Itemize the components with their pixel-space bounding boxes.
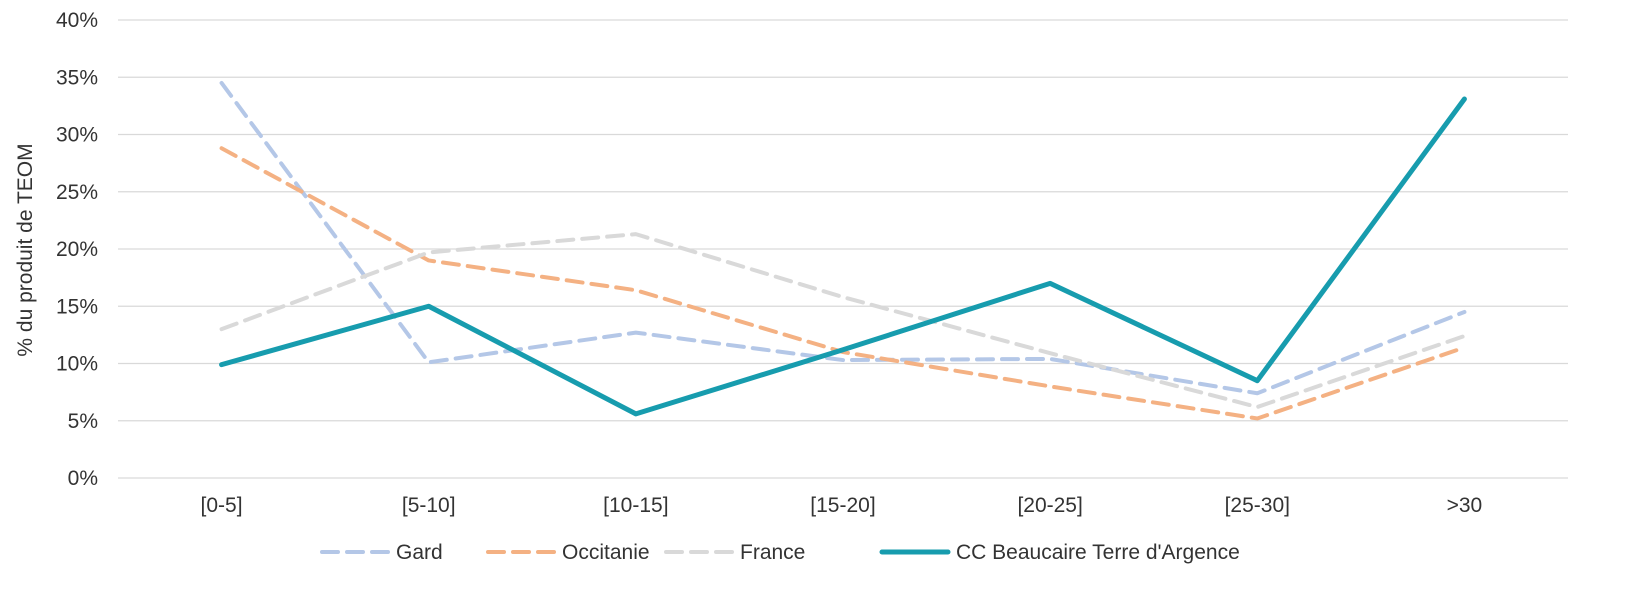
legend-item-occitanie: Occitanie: [486, 541, 650, 564]
series-line-cc-beaucaire-terre-d-argence: [219, 96, 1467, 417]
series-line-gard: [219, 80, 1467, 396]
series-line-france: [219, 232, 1467, 410]
x-axis-ticks: [0-5] [5-10] [10-15] [15-20] [20-25] [25-30] >…: [201, 494, 1483, 517]
y-tick-label: 15%: [56, 295, 98, 318]
y-tick-label: 25%: [56, 181, 98, 204]
legend-label: Gard: [396, 541, 443, 564]
y-tick-label: 30%: [56, 124, 98, 147]
x-tick-label: >30: [1447, 494, 1483, 517]
x-tick-label: [25-30]: [1225, 494, 1290, 517]
legend-label: France: [740, 541, 805, 564]
legend-item-cc-beaucaire-terre-d-argence: CC Beaucaire Terre d'Argence: [879, 541, 1240, 564]
legend-label: CC Beaucaire Terre d'Argence: [956, 541, 1240, 564]
series-line-occitanie: [219, 146, 1467, 421]
legend-item-gard: Gard: [320, 541, 443, 564]
legend-label: Occitanie: [562, 541, 650, 564]
y-tick-label: 35%: [56, 66, 98, 89]
y-axis-ticks: 0% 5% 10% 15% 20% 25% 30% 35% 40%: [56, 9, 98, 490]
legend: Gard Occitanie France CC Beaucaire Terre d'…: [320, 541, 1240, 564]
y-tick-label: 10%: [56, 353, 98, 376]
x-tick-label: [5-10]: [402, 494, 456, 517]
x-tick-label: [15-20]: [810, 494, 875, 517]
x-tick-label: [20-25]: [1017, 494, 1082, 517]
y-axis-title: % du produit de TEOM: [14, 143, 37, 356]
x-tick-label: [10-15]: [603, 494, 668, 517]
y-tick-label: 0%: [68, 467, 98, 490]
legend-item-france: France: [664, 541, 805, 564]
series-lines: [219, 80, 1467, 421]
y-tick-label: 20%: [56, 238, 98, 261]
x-tick-label: [0-5]: [201, 494, 243, 517]
y-tick-label: 40%: [56, 9, 98, 32]
gridlines: [118, 19, 1568, 479]
y-tick-label: 5%: [68, 410, 98, 433]
